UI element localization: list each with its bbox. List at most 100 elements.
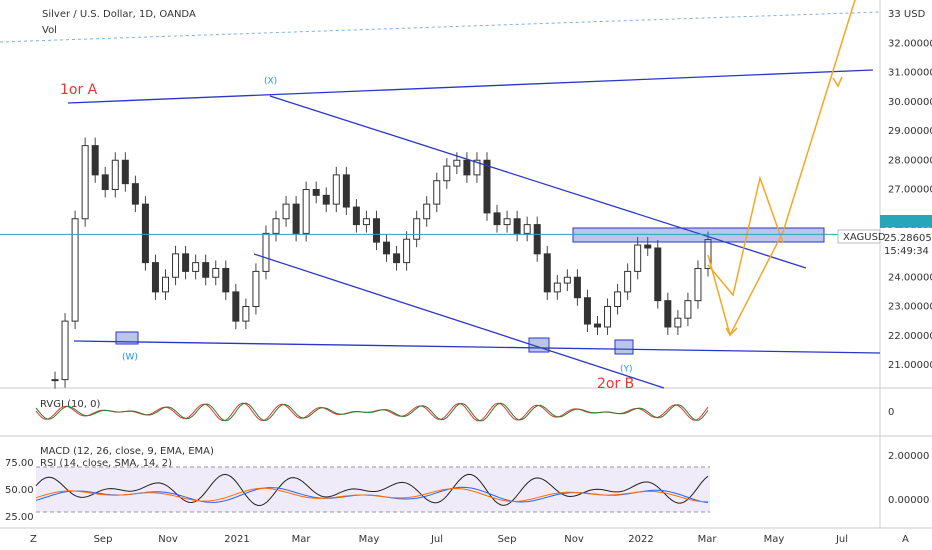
candle — [453, 159, 461, 167]
x-tick-label: May — [359, 534, 380, 545]
candle — [443, 165, 451, 182]
candle — [312, 189, 320, 196]
candle — [483, 159, 491, 214]
candle — [393, 253, 401, 264]
symbol-label: XAGUSD — [843, 232, 886, 243]
y-tick-label: 30.00000 — [888, 97, 932, 108]
wave-label: (W) — [122, 353, 138, 363]
support-box — [614, 339, 634, 355]
candle — [101, 174, 109, 190]
x-tick-label: Jul — [835, 534, 848, 545]
candle — [372, 218, 380, 243]
indicator-title: RSI (14, close, SMA, 14, 2) — [40, 458, 172, 469]
candle — [523, 224, 531, 234]
candle — [131, 183, 139, 205]
candle — [81, 145, 89, 220]
x-tick-label: Sep — [498, 534, 517, 545]
x-tick-label: Jul — [430, 534, 443, 545]
candle — [61, 320, 69, 381]
candle — [473, 159, 481, 176]
candle — [141, 203, 149, 264]
candle — [192, 262, 200, 272]
x-tick-label: Sep — [94, 534, 113, 545]
wave-label: (X) — [264, 77, 277, 87]
support-box — [528, 337, 550, 353]
arrow-head — [832, 76, 843, 88]
candle — [543, 253, 551, 293]
x-tick-label: 2022 — [628, 534, 653, 545]
footer-right[interactable]: A — [902, 534, 909, 545]
y-tick-label: 31.00000 — [888, 68, 932, 79]
symbol-tag — [837, 229, 881, 244]
y-tick-label: 27.00000 — [888, 185, 932, 196]
indicator-axis: 50.00 — [5, 485, 34, 496]
candle — [644, 244, 652, 249]
projection-arrow — [707, 175, 784, 297]
trend-line — [253, 253, 665, 389]
rvgi-line — [35, 402, 709, 422]
macd-signal — [35, 487, 709, 503]
indicator-axis: 25.00 — [5, 512, 34, 523]
candle — [423, 203, 431, 220]
candle — [121, 159, 129, 185]
candle — [704, 239, 712, 269]
candle — [583, 297, 591, 325]
candle — [111, 159, 119, 190]
highlight-tag — [880, 215, 932, 228]
trend-line — [269, 95, 807, 269]
candle — [553, 282, 561, 293]
dashed-line — [0, 11, 881, 43]
last-price: 25.28605 — [884, 233, 932, 244]
candle — [322, 194, 330, 205]
candle — [71, 218, 79, 322]
indicator-axis: 0.00000 — [888, 495, 929, 506]
candle — [222, 267, 230, 293]
indicator-title: MACD (12, 26, close, 9, EMA, EMA) — [40, 446, 214, 457]
candle — [433, 180, 441, 205]
candle — [262, 232, 270, 272]
footer-left[interactable]: Z — [30, 534, 37, 545]
y-tick-label: 22.00000 — [888, 331, 932, 342]
x-tick-label: 2021 — [224, 534, 249, 545]
candle — [162, 276, 170, 293]
candle — [242, 306, 250, 322]
x-tick-label: Nov — [158, 534, 178, 545]
y-tick-label: 23.00000 — [888, 302, 932, 313]
candle — [212, 267, 220, 278]
drawings — [67, 0, 881, 389]
candle — [684, 300, 692, 319]
candle — [282, 203, 290, 220]
countdown: 15:49:34 — [884, 246, 929, 257]
wave-label: 1or A — [60, 82, 98, 98]
trend-line — [67, 69, 874, 104]
candle — [232, 291, 240, 322]
candle — [292, 203, 300, 234]
candle — [362, 218, 370, 226]
candle — [403, 238, 411, 264]
candle — [664, 300, 672, 328]
y-tick-label: 32.00000 — [888, 38, 932, 49]
candle — [604, 306, 612, 328]
candle — [563, 276, 571, 284]
rsi-band — [36, 467, 710, 512]
x-tick-label: May — [764, 534, 785, 545]
candle — [342, 174, 350, 208]
wave-label: 2or B — [597, 376, 634, 392]
candle — [383, 241, 391, 255]
chart-title: Silver / U.S. Dollar, 1D, OANDA — [42, 9, 196, 20]
resistance-box — [572, 227, 825, 243]
candle — [413, 218, 421, 240]
candle — [513, 218, 521, 234]
candle — [202, 262, 210, 278]
candle — [352, 206, 360, 226]
highlight-label: 25.46440 — [884, 226, 932, 237]
y-tick-label: 21.00000 — [888, 360, 932, 371]
y-tick-label: 29.00000 — [888, 126, 932, 137]
rsi-line — [35, 473, 709, 507]
indicator-axis: 0 — [888, 407, 894, 418]
x-tick-label: Mar — [292, 534, 312, 545]
candle — [151, 262, 159, 293]
candle — [634, 244, 642, 272]
candle — [51, 379, 59, 382]
